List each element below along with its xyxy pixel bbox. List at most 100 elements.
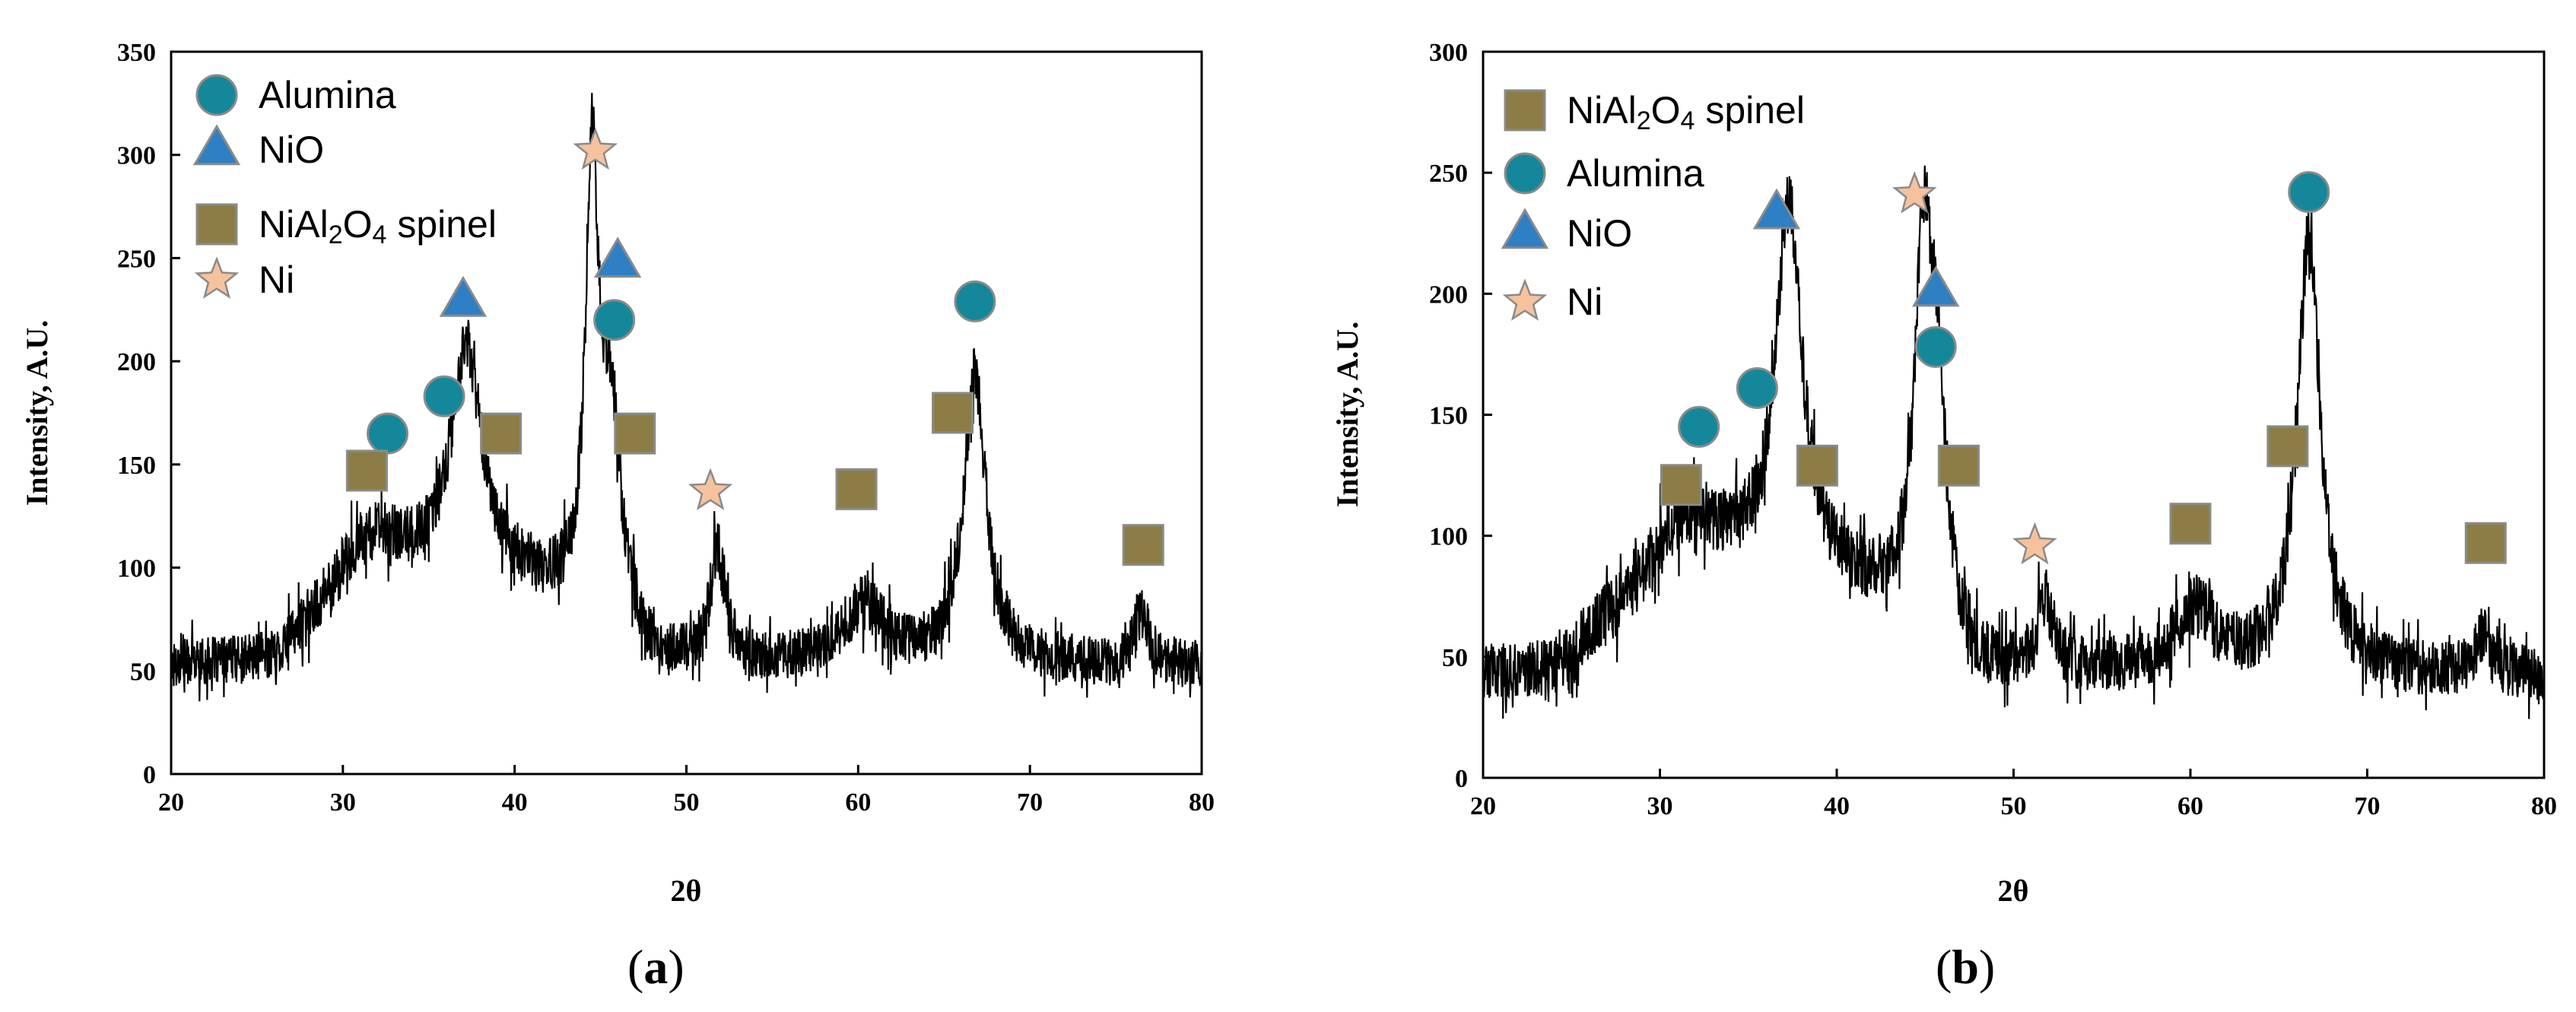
panel-label-a: (a) — [627, 940, 684, 994]
peak-markers-a — [345, 127, 1164, 566]
y-tick-label: 200 — [117, 348, 156, 376]
x-tick-label: 40 — [1824, 792, 1850, 820]
spinel-square-marker — [345, 449, 388, 492]
legend-label: Ni — [259, 259, 294, 301]
x-tick-label: 60 — [2177, 792, 2203, 820]
y-tick-label: 200 — [1429, 281, 1468, 309]
nio-triangle-marker — [439, 275, 488, 317]
alumina-circle-marker — [1914, 325, 1957, 368]
legend-label: Alumina — [1567, 152, 1704, 195]
y-tick-label: 100 — [117, 555, 156, 583]
x-tick-label: 20 — [158, 788, 184, 817]
x-tick-label: 70 — [2355, 792, 2381, 820]
legend-label-part: spinel — [1695, 89, 1805, 132]
spinel-square-marker — [835, 468, 878, 510]
x-tick-label: 50 — [2001, 792, 2027, 820]
chart-b: 20 30 40 50 60 70 80 0 50 100 150 200 250 300 NiAl2O4… — [1330, 39, 2557, 994]
spinel-square-marker — [932, 392, 974, 434]
legend-label: Alumina — [259, 74, 396, 116]
alumina-circle-marker — [1736, 366, 1778, 409]
legend-label: NiO — [259, 128, 324, 171]
y-tick-label: 50 — [130, 658, 156, 686]
alumina-circle-marker — [954, 280, 996, 322]
ni-star-marker — [573, 127, 618, 170]
chart-a: 20 30 40 50 60 70 80 0 50 100 150 200 250 300 350 Alum… — [20, 39, 1215, 994]
xrd-trace-b — [1482, 165, 2546, 719]
axis-ticks-a: 20 30 40 50 60 70 80 0 50 100 150 200 250 300 350 — [117, 39, 1215, 817]
y-tick-label: 350 — [117, 39, 156, 67]
alumina-circle-marker — [593, 299, 636, 341]
ni-star-marker — [688, 468, 733, 511]
legend-label-part: spinel — [386, 203, 497, 246]
panel-letter-a: a — [643, 940, 668, 994]
spinel-square-marker — [2169, 503, 2212, 545]
x-tick-label: 30 — [1647, 792, 1673, 820]
alumina-circle-marker — [423, 375, 465, 417]
legend-label: NiAl2O4 spinel — [1567, 89, 1805, 135]
x-axis-label-b: 2θ — [1998, 874, 2029, 908]
x-tick-label: 20 — [1470, 792, 1496, 820]
legend-square-icon — [1504, 89, 1546, 132]
spinel-square-marker — [1937, 444, 1980, 487]
axis-ticks-b: 20 30 40 50 60 70 80 0 50 100 150 200 250 300 — [1429, 39, 2557, 820]
legend-label: Ni — [1567, 281, 1602, 323]
legend-label-part: 4 — [1681, 106, 1695, 135]
ni-star-marker — [2012, 522, 2057, 565]
y-tick-label: 300 — [1429, 39, 1468, 67]
legend-label: NiO — [1567, 212, 1632, 255]
legend-b: NiAl2O4 spinel Alumina NiO Ni — [1501, 89, 1805, 323]
alumina-circle-marker — [1678, 405, 1720, 448]
spinel-square-marker — [1122, 524, 1164, 566]
panel-letter-b: b — [1952, 940, 1979, 994]
nio-triangle-marker — [1911, 265, 1960, 307]
legend-label: NiAl2O4 spinel — [259, 203, 497, 249]
legend-label-part: O — [343, 203, 373, 246]
legend-label-part: NiAl — [259, 203, 329, 246]
peak-markers-b — [1660, 171, 2507, 565]
y-tick-label: 150 — [1429, 402, 1468, 430]
y-tick-label: 250 — [117, 245, 156, 273]
legend-label-part: 2 — [1637, 106, 1651, 135]
spinel-square-marker — [1660, 464, 1702, 506]
x-tick-label: 70 — [1017, 788, 1043, 817]
x-tick-label: 40 — [502, 788, 528, 817]
legend-circle-icon — [1504, 152, 1546, 195]
y-tick-label: 50 — [1442, 644, 1468, 672]
y-axis-label-b: Intensity, A.U. — [1330, 322, 1364, 508]
legend-label-part: O — [1651, 89, 1681, 132]
x-tick-label: 60 — [845, 788, 871, 817]
legend-star-icon — [194, 256, 240, 299]
legend-circle-icon — [195, 74, 238, 116]
y-tick-label: 300 — [117, 142, 156, 170]
nio-triangle-marker — [1752, 188, 1801, 230]
y-tick-label: 0 — [1455, 765, 1468, 793]
y-axis-label-a: Intensity, A.U. — [20, 320, 54, 506]
xrd-trace-a — [170, 93, 1203, 702]
y-tick-label: 0 — [143, 761, 156, 789]
spinel-square-marker — [1796, 444, 1838, 487]
y-tick-label: 150 — [117, 452, 156, 480]
legend-star-icon — [1502, 278, 1548, 321]
ni-star-marker — [1892, 171, 1937, 214]
x-tick-label: 30 — [330, 788, 356, 817]
legend-label-part: NiAl — [1567, 89, 1637, 132]
alumina-circle-marker — [367, 412, 409, 455]
legend-square-icon — [195, 203, 238, 246]
alumina-circle-marker — [2288, 171, 2330, 214]
legend-label-part: 4 — [373, 220, 387, 249]
nio-triangle-marker — [593, 236, 642, 278]
spinel-square-marker — [614, 412, 656, 455]
x-axis-label-a: 2θ — [671, 874, 702, 908]
x-tick-label: 50 — [674, 788, 700, 817]
spinel-square-marker — [2464, 522, 2507, 564]
spinel-square-marker — [2266, 425, 2309, 468]
legend-triangle-icon — [192, 124, 241, 166]
panel-label-b: (b) — [1936, 940, 1995, 994]
spinel-square-marker — [480, 412, 523, 455]
y-tick-label: 100 — [1429, 523, 1468, 551]
y-tick-label: 250 — [1429, 160, 1468, 188]
x-tick-label: 80 — [2531, 792, 2557, 820]
legend-triangle-icon — [1501, 208, 1549, 249]
legend-label-part: 2 — [329, 220, 343, 249]
